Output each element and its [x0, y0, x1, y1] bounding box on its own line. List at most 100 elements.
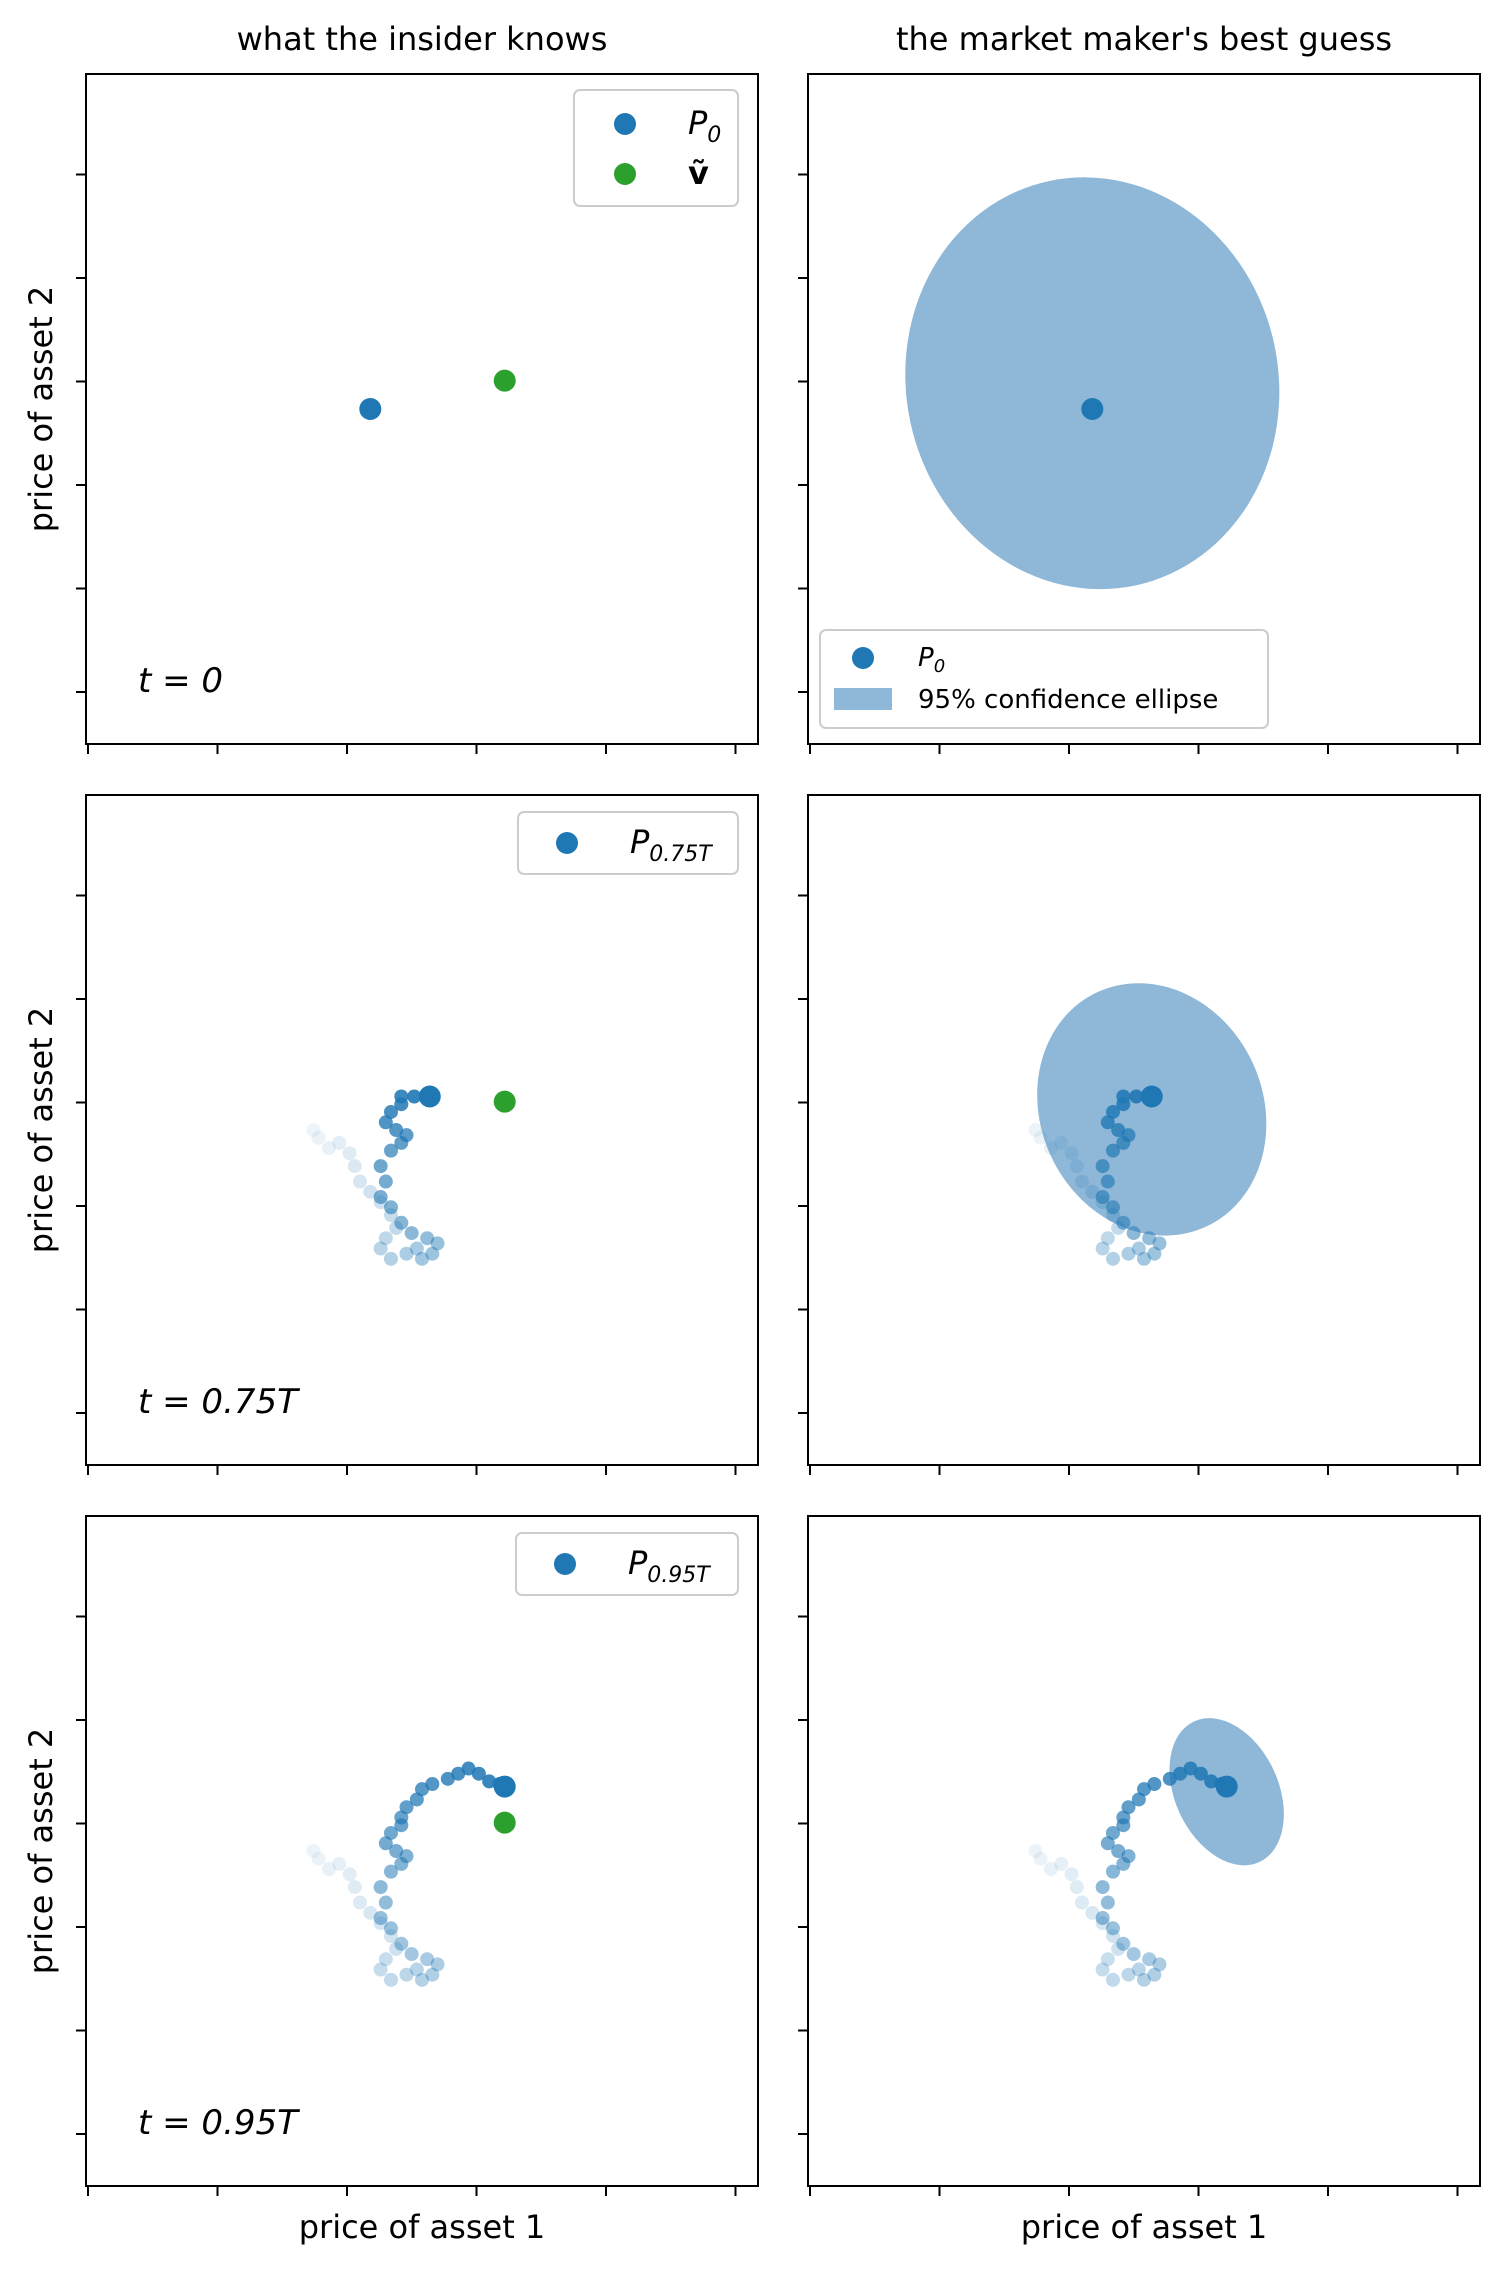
price-path-point [415, 1782, 429, 1797]
price-path-point [1173, 1766, 1188, 1781]
price-path-point [1147, 1246, 1162, 1261]
price-path-point [420, 1952, 435, 1967]
price-path-point [1116, 1215, 1131, 1230]
price-path-point [373, 1962, 388, 1977]
price-path-point [373, 1911, 388, 1925]
price-path-point [389, 1123, 404, 1137]
price-path-point [1105, 1921, 1120, 1936]
legend-value-label: ṽ [688, 154, 709, 192]
price-path-point [1121, 1800, 1136, 1815]
price-path-point [1105, 1825, 1120, 1840]
row1-ylabel: price of asset 2 [22, 286, 60, 533]
price-path-point [1064, 1146, 1079, 1161]
price-path-point [1028, 1844, 1043, 1858]
confidence-ellipse [1037, 983, 1267, 1236]
price-path-point [1121, 1849, 1136, 1864]
price-path-point [378, 1952, 393, 1967]
price-path-point [461, 1761, 476, 1776]
price-path-point [420, 1231, 435, 1246]
price-path-point [1183, 1761, 1198, 1776]
price-path-point [332, 1135, 347, 1150]
price-path-point [378, 1174, 393, 1189]
price-path-point [1095, 1880, 1110, 1895]
price-path-point [1100, 1174, 1115, 1189]
price-path-point [1137, 1782, 1151, 1797]
price-path-point [425, 1777, 440, 1791]
price-path-point [1131, 1792, 1146, 1807]
price-path-point [1095, 1911, 1110, 1925]
axes-frame [807, 73, 1481, 745]
price-path-point [430, 1957, 445, 1972]
annotation-t095: t = 0.95T [138, 2103, 300, 2143]
price-path-point [1137, 1251, 1151, 1266]
price-path-point [1121, 1246, 1136, 1261]
price-path-point [1126, 1226, 1141, 1241]
price-point [493, 1775, 516, 1798]
price-path-point [1043, 1862, 1058, 1877]
right-column-title: the market maker's best guess [896, 20, 1392, 58]
price-path-point [1033, 1851, 1048, 1866]
price-path-point [409, 1241, 424, 1256]
price-path-point [1152, 1957, 1167, 1972]
price-path-point [373, 1916, 388, 1931]
price-path-point [1105, 1104, 1120, 1119]
price-path-point [347, 1159, 362, 1174]
left-xlabel: price of asset 1 [299, 2208, 546, 2246]
price-point [1081, 398, 1104, 420]
price-path-point [415, 1251, 429, 1266]
price-path-point [1095, 1241, 1110, 1256]
price-path-point [1069, 1880, 1084, 1895]
price-path-point [383, 1200, 398, 1215]
price-path-point [342, 1146, 357, 1161]
panel-marketmaker-t0 [798, 73, 1481, 754]
price-path-point [399, 1849, 414, 1864]
price-path-point [332, 1856, 347, 1871]
price-path-point [1129, 1089, 1144, 1104]
price-path-point [1054, 1135, 1069, 1150]
price-path-point [1074, 1895, 1089, 1910]
price-path-point [373, 1190, 388, 1204]
price-path-point [378, 1231, 393, 1246]
price-path-point [1105, 1200, 1120, 1215]
price-path-point [311, 1851, 326, 1866]
panel-marketmaker-t075 [798, 794, 1481, 1475]
legend-insider-t095: P0.95T [515, 1532, 739, 1596]
price-path-point [440, 1771, 455, 1786]
price-path-point [1105, 1929, 1120, 1944]
price-path-point [378, 1115, 393, 1130]
price-path-point [1033, 1130, 1048, 1145]
legend-price-marker [614, 113, 636, 135]
legend-price-label: P0 [918, 643, 945, 677]
price-path-point [451, 1766, 466, 1781]
price-path-point [415, 1972, 429, 1987]
price-path-point [342, 1867, 357, 1882]
price-path-point [399, 1128, 414, 1143]
price-path-point [373, 1880, 388, 1895]
price-path-point [1105, 1972, 1120, 1987]
price-path-point [389, 1844, 404, 1858]
price-path-point [321, 1862, 336, 1877]
price-path-point [1121, 1128, 1136, 1143]
price-path-point [1095, 1190, 1110, 1204]
legend-price-marker [554, 1553, 576, 1575]
right-xlabel: price of asset 1 [1021, 2208, 1268, 2246]
price-path-point [425, 1246, 440, 1261]
left-column-title: what the insider knows [237, 20, 608, 58]
true-value-point [493, 1811, 516, 1834]
row3-ylabel: price of asset 2 [22, 1728, 60, 1975]
price-path-point [378, 1836, 393, 1851]
axes-frame [85, 1515, 759, 2187]
legend-value-marker [614, 163, 636, 185]
price-path-point [394, 1089, 409, 1104]
price-path-point [306, 1123, 321, 1137]
price-path-point [1126, 1947, 1141, 1962]
price-path-point [394, 1215, 409, 1230]
legend-price-marker [852, 647, 874, 669]
axes-frame [85, 73, 759, 745]
price-path-point [1193, 1766, 1208, 1781]
price-path-point [1152, 1236, 1167, 1251]
legend-price-label: P0.75T [630, 823, 713, 867]
panel-insider-t075 [76, 794, 759, 1475]
price-path-point [1142, 1952, 1157, 1967]
price-path-point [1147, 1777, 1162, 1791]
